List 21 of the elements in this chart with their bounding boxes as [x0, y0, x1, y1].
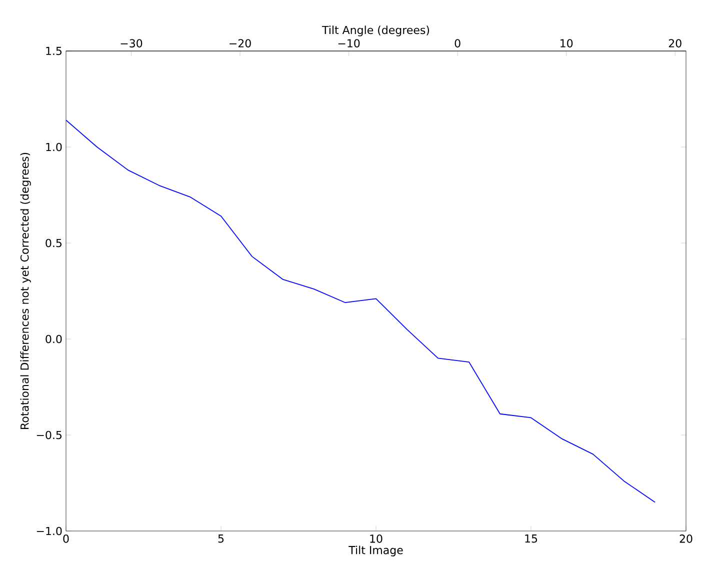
line-series [66, 120, 656, 503]
x2-tick-label: 20 [668, 39, 682, 48]
x2-tick-label: −10 [338, 39, 360, 48]
y-tick-label: −0.5 [36, 430, 62, 440]
x-tick-label: 5 [218, 534, 224, 543]
y-axis-title: Rotational Differences not yet Corrected (degrees) [20, 152, 31, 429]
x2-tick-label: 0 [454, 39, 460, 48]
x-tick-label: 20 [680, 534, 692, 543]
x2-axis-title: Tilt Angle (degrees) [322, 26, 430, 36]
y-tick-label: −1.0 [36, 526, 62, 536]
x2-tick-label: −20 [230, 39, 251, 48]
x-axis-title: Tilt Image [348, 546, 403, 556]
x-tick-label: 10 [370, 534, 382, 543]
y-tick-label: 0.0 [46, 334, 62, 344]
y-tick-label: 1.5 [46, 46, 62, 56]
x2-tick-label: −30 [120, 39, 142, 48]
x-tick-label: 15 [525, 534, 538, 543]
y-tick-label: 1.0 [46, 142, 62, 152]
x-tick-label: 0 [63, 534, 69, 543]
x2-tick-label: 10 [560, 39, 573, 48]
y-tick-label: 0.5 [46, 238, 62, 248]
